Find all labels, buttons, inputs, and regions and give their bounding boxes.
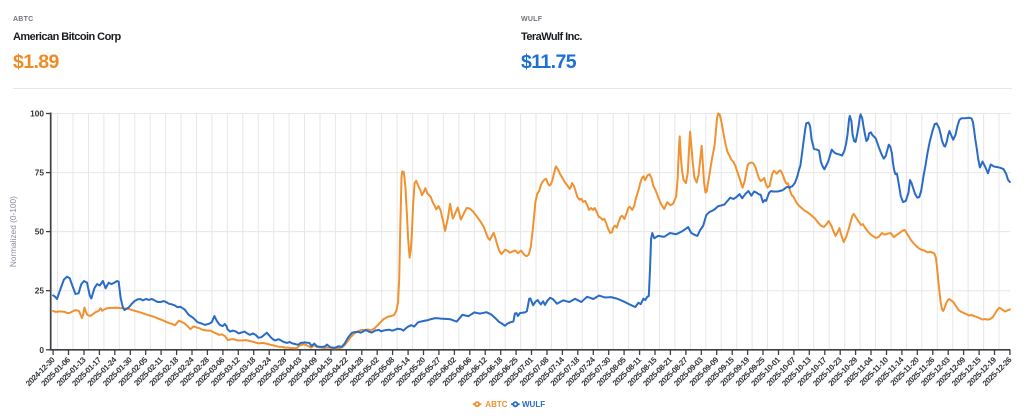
svg-text:75: 75 xyxy=(35,168,45,178)
svg-text:100: 100 xyxy=(30,109,44,119)
svg-text:Normalized (0-100): Normalized (0-100) xyxy=(8,196,18,267)
svg-text:ABTC: ABTC xyxy=(485,400,507,409)
svg-text:50: 50 xyxy=(35,227,45,237)
svg-text:0: 0 xyxy=(39,345,44,355)
svg-text:WULF: WULF xyxy=(522,400,545,409)
svg-text:25: 25 xyxy=(35,286,45,296)
